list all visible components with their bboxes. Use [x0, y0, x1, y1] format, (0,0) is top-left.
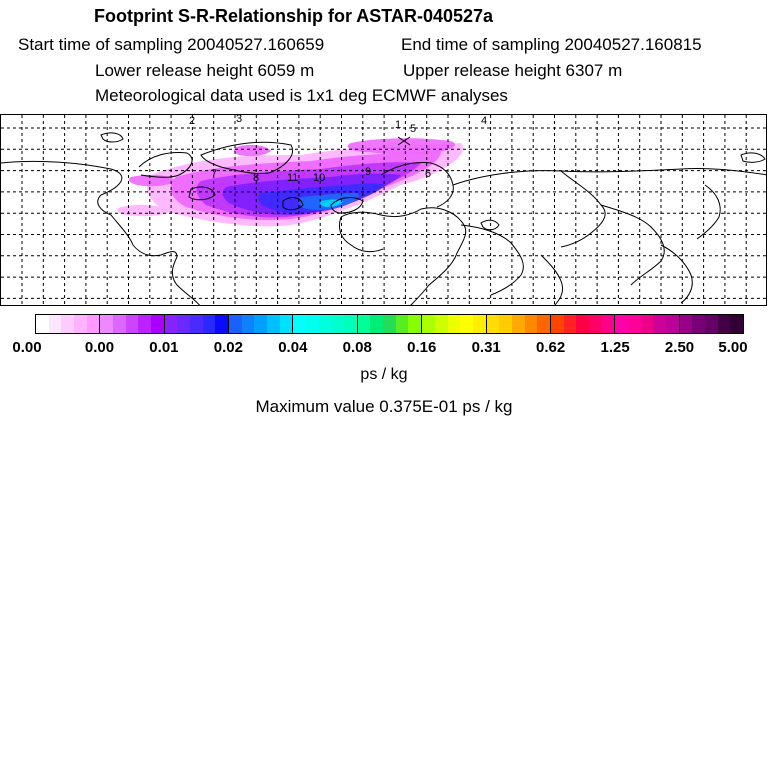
cluster-label-7: 7: [211, 168, 217, 180]
cluster-label-9: 9: [365, 166, 371, 178]
color-swatch: [408, 315, 423, 333]
color-scale-tick-label: 1.25: [600, 339, 630, 356]
color-swatch: [331, 315, 345, 333]
color-swatch: [190, 315, 203, 333]
color-swatch: [499, 315, 512, 333]
color-swatch: [653, 315, 666, 333]
color-swatch: [370, 315, 384, 333]
color-swatch: [486, 315, 500, 333]
color-swatch: [640, 315, 654, 333]
cluster-label-1: 1: [395, 119, 401, 131]
color-swatch: [318, 315, 332, 333]
color-scale-tick-label: 0.00: [12, 339, 42, 356]
cluster-label-6: 6: [425, 168, 431, 180]
color-swatch: [447, 315, 461, 333]
color-swatch: [151, 315, 165, 333]
maximum-value-label: Maximum value 0.375E-01 ps / kg: [255, 397, 513, 416]
cluster-label-3: 3: [236, 115, 242, 125]
color-swatch: [524, 315, 538, 333]
cluster-label-8: 8: [253, 172, 259, 184]
color-swatch: [537, 315, 551, 333]
color-swatch: [113, 315, 126, 333]
footprint-map: 2 3 1 5 4 7 8 9 10 11 6: [0, 114, 767, 306]
end-time-label: End time of sampling 20040527.160815: [401, 35, 702, 54]
color-swatch: [434, 315, 448, 333]
color-swatch: [511, 315, 525, 333]
color-swatch: [279, 315, 294, 333]
color-swatch: [717, 315, 731, 333]
color-swatch: [164, 315, 178, 333]
cluster-label-4: 4: [481, 115, 487, 127]
color-swatch: [472, 315, 487, 333]
color-swatch: [100, 315, 114, 333]
color-swatch: [357, 315, 371, 333]
met-data-label: Meteorological data used is 1x1 deg ECMW…: [95, 86, 508, 105]
color-swatch: [692, 315, 705, 333]
color-swatch: [125, 315, 139, 333]
start-time-label: Start time of sampling 20040527.160659: [18, 35, 325, 54]
color-swatch: [422, 315, 435, 333]
color-swatch: [267, 315, 280, 333]
color-scale-tick-label: 2.50: [664, 339, 695, 356]
color-swatch: [254, 315, 268, 333]
color-swatch: [395, 315, 409, 333]
color-swatch: [61, 315, 75, 333]
color-swatch: [344, 315, 358, 333]
color-scale-bar: [35, 314, 744, 334]
color-scale-tick-label: 0.08: [342, 339, 372, 356]
color-swatch: [615, 315, 628, 333]
color-scale-tick-label: 0.62: [536, 339, 566, 356]
color-swatch: [550, 315, 564, 333]
cluster-label-10: 10: [313, 172, 325, 184]
color-swatch: [383, 315, 396, 333]
cluster-label-11: 11: [287, 172, 298, 184]
cluster-label-2: 2: [189, 115, 195, 127]
color-swatch: [293, 315, 307, 333]
color-swatch: [241, 315, 255, 333]
color-swatch: [74, 315, 87, 333]
color-swatch: [679, 315, 693, 333]
color-swatch: [215, 315, 230, 333]
color-swatch: [48, 315, 62, 333]
lower-height-label: Lower release height 6059 m: [95, 61, 315, 80]
coastlines: [1, 132, 766, 305]
color-swatch: [86, 315, 101, 333]
color-swatch: [588, 315, 602, 333]
graticule: [1, 115, 766, 305]
color-swatch: [36, 315, 49, 333]
map-canvas: 2 3 1 5 4 7 8 9 10 11 6: [1, 115, 766, 305]
color-swatch: [460, 315, 473, 333]
cluster-label-5: 5: [410, 123, 416, 135]
upper-height-label: Upper release height 6307 m: [403, 61, 623, 80]
color-scale-tick-label: 0.04: [278, 339, 308, 356]
color-swatch: [306, 315, 319, 333]
color-swatch: [229, 315, 242, 333]
color-swatch: [730, 315, 743, 333]
color-scale-tick-label: 0.02: [213, 339, 243, 356]
color-swatch: [665, 315, 680, 333]
color-swatch: [601, 315, 616, 333]
color-swatch: [138, 315, 152, 333]
color-swatch: [563, 315, 577, 333]
color-scale-tick-label: 0.00: [84, 339, 115, 356]
release-point-marker: [397, 136, 411, 146]
color-swatch: [704, 315, 718, 333]
color-scale-tick-label: 5.00: [718, 339, 748, 356]
color-scale-tick-label: 0.01: [149, 339, 179, 356]
color-swatch: [627, 315, 641, 333]
color-scale-tick-label: 0.16: [407, 339, 437, 356]
color-swatch: [576, 315, 589, 333]
color-swatch: [202, 315, 216, 333]
color-scale-tick-label: 0.31: [471, 339, 501, 356]
color-swatch: [177, 315, 191, 333]
figure-title: Footprint S-R-Relationship for ASTAR-040…: [94, 6, 494, 26]
color-scale-unit: ps / kg: [360, 366, 408, 383]
